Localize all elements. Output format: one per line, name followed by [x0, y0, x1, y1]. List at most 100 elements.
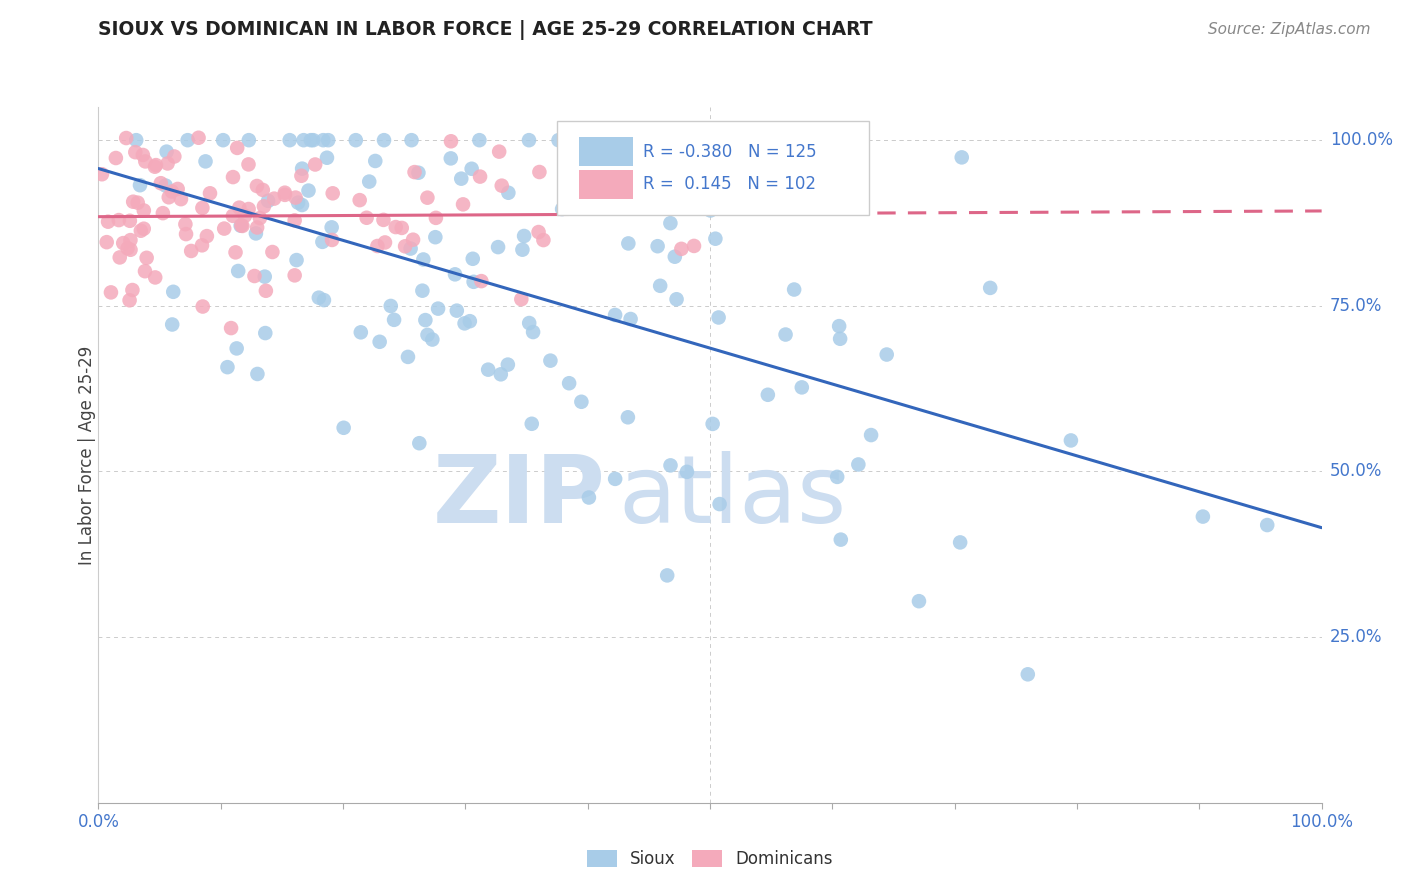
Point — [380, 299, 402, 313]
Point — [613, 133, 636, 147]
Point — [498, 186, 520, 200]
Point — [350, 326, 373, 340]
Point — [582, 183, 605, 197]
Point — [496, 358, 519, 372]
Point — [399, 242, 422, 256]
Point — [830, 332, 852, 346]
Point — [316, 151, 339, 165]
Point — [253, 199, 276, 213]
Point — [344, 133, 367, 147]
Point — [246, 220, 269, 235]
Point — [132, 203, 155, 218]
Point — [129, 224, 152, 238]
Point — [243, 268, 266, 283]
Point — [191, 300, 214, 314]
Point — [359, 175, 381, 189]
Point — [558, 376, 581, 391]
Point — [291, 161, 314, 176]
Point — [145, 158, 167, 172]
Point — [176, 133, 198, 147]
Point — [156, 145, 179, 159]
Point — [231, 219, 253, 233]
Point — [458, 314, 481, 328]
Point — [425, 230, 447, 244]
Point — [617, 236, 640, 251]
Point — [174, 217, 197, 231]
Point — [650, 278, 672, 293]
Point — [246, 179, 269, 194]
Point — [157, 190, 180, 204]
Point — [1017, 667, 1039, 681]
Point — [374, 235, 396, 250]
Point — [299, 133, 322, 147]
Point — [659, 458, 682, 473]
Point — [671, 242, 693, 256]
Point — [876, 347, 898, 361]
Point — [665, 292, 688, 306]
Point — [401, 133, 423, 147]
Point — [620, 312, 643, 326]
Point — [238, 133, 260, 147]
Point — [254, 284, 277, 298]
Point — [228, 201, 250, 215]
Point — [322, 186, 344, 201]
Point — [402, 233, 425, 247]
Point — [252, 183, 274, 197]
Text: R =  0.145   N = 102: R = 0.145 N = 102 — [643, 175, 815, 194]
Point — [699, 203, 721, 218]
Point — [422, 333, 444, 347]
Point — [477, 362, 499, 376]
Point — [108, 213, 131, 227]
Point — [411, 284, 433, 298]
Point — [304, 157, 326, 171]
Point — [135, 251, 157, 265]
Point — [416, 191, 439, 205]
Point — [412, 252, 434, 267]
Point — [118, 214, 141, 228]
Point — [100, 285, 122, 300]
Point — [702, 417, 724, 431]
Point — [828, 319, 851, 334]
Point — [451, 197, 474, 211]
Point — [486, 240, 509, 254]
Point — [97, 215, 120, 229]
Point — [384, 220, 406, 235]
Point — [404, 165, 426, 179]
Y-axis label: In Labor Force | Age 25-29: In Labor Force | Age 25-29 — [79, 345, 96, 565]
Point — [513, 229, 536, 244]
Point — [659, 216, 682, 230]
Point — [263, 192, 285, 206]
Point — [425, 211, 447, 225]
FancyBboxPatch shape — [557, 121, 869, 215]
Point — [382, 313, 405, 327]
Point — [1256, 518, 1278, 533]
Point — [104, 151, 127, 165]
Point — [308, 291, 330, 305]
Text: R = -0.380   N = 125: R = -0.380 N = 125 — [643, 143, 817, 161]
Point — [217, 360, 239, 375]
Point — [163, 149, 186, 163]
Point — [225, 245, 247, 260]
Point — [226, 264, 249, 278]
Point — [120, 233, 142, 247]
Point — [571, 394, 593, 409]
Point — [440, 134, 463, 148]
Point — [96, 235, 118, 249]
Point — [522, 325, 544, 339]
Point — [979, 281, 1001, 295]
Point — [262, 245, 284, 260]
Text: 50.0%: 50.0% — [1330, 462, 1382, 481]
Point — [364, 153, 387, 168]
Point — [783, 283, 806, 297]
Point — [274, 186, 297, 200]
Point — [162, 285, 184, 299]
Point — [529, 165, 551, 179]
Point — [297, 184, 319, 198]
Point — [198, 186, 221, 201]
Point — [591, 133, 613, 147]
Point — [149, 176, 172, 190]
Point — [155, 178, 177, 193]
Point — [121, 283, 143, 297]
Point — [287, 195, 309, 210]
Point — [461, 252, 484, 266]
